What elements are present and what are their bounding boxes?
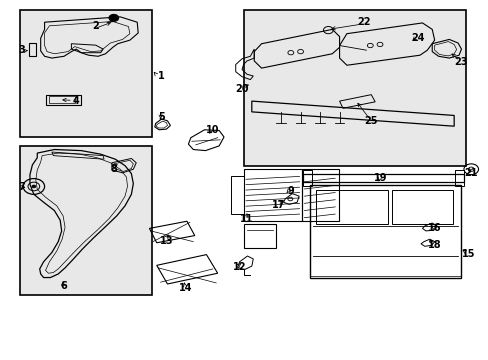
Bar — [49, 96, 75, 103]
Text: 23: 23 — [454, 57, 468, 67]
Bar — [20, 10, 152, 137]
Text: 24: 24 — [410, 33, 424, 43]
Text: 1: 1 — [158, 71, 164, 81]
Text: 9: 9 — [287, 186, 294, 196]
Bar — [302, 169, 338, 221]
Bar — [45, 95, 81, 105]
Text: 11: 11 — [240, 215, 253, 224]
Bar — [243, 169, 302, 221]
Circle shape — [32, 185, 36, 188]
Bar — [454, 170, 463, 186]
Bar — [391, 190, 452, 224]
Text: 20: 20 — [235, 84, 248, 94]
Text: 22: 22 — [357, 17, 370, 27]
Bar — [244, 224, 276, 248]
Text: 10: 10 — [205, 125, 219, 135]
Text: 19: 19 — [373, 173, 387, 183]
Text: 8: 8 — [110, 164, 117, 174]
Text: 3: 3 — [18, 45, 25, 55]
Text: 7: 7 — [18, 182, 25, 192]
Bar — [316, 190, 387, 224]
Bar — [244, 10, 466, 166]
Text: 6: 6 — [61, 281, 67, 291]
Bar — [310, 185, 460, 278]
Text: 4: 4 — [73, 96, 80, 106]
Text: 18: 18 — [427, 239, 441, 249]
Text: 21: 21 — [464, 168, 477, 178]
Bar — [20, 146, 152, 295]
Text: 2: 2 — [92, 21, 99, 31]
Text: 25: 25 — [364, 116, 377, 126]
Text: 12: 12 — [232, 262, 246, 272]
Text: 14: 14 — [179, 283, 192, 293]
Bar — [303, 170, 311, 186]
Bar — [231, 176, 243, 214]
Text: 16: 16 — [427, 224, 441, 233]
Text: 17: 17 — [271, 200, 285, 210]
Circle shape — [109, 14, 119, 22]
Bar — [303, 174, 463, 182]
Text: 15: 15 — [461, 248, 474, 258]
Text: 13: 13 — [160, 236, 173, 246]
Text: 5: 5 — [158, 112, 164, 122]
